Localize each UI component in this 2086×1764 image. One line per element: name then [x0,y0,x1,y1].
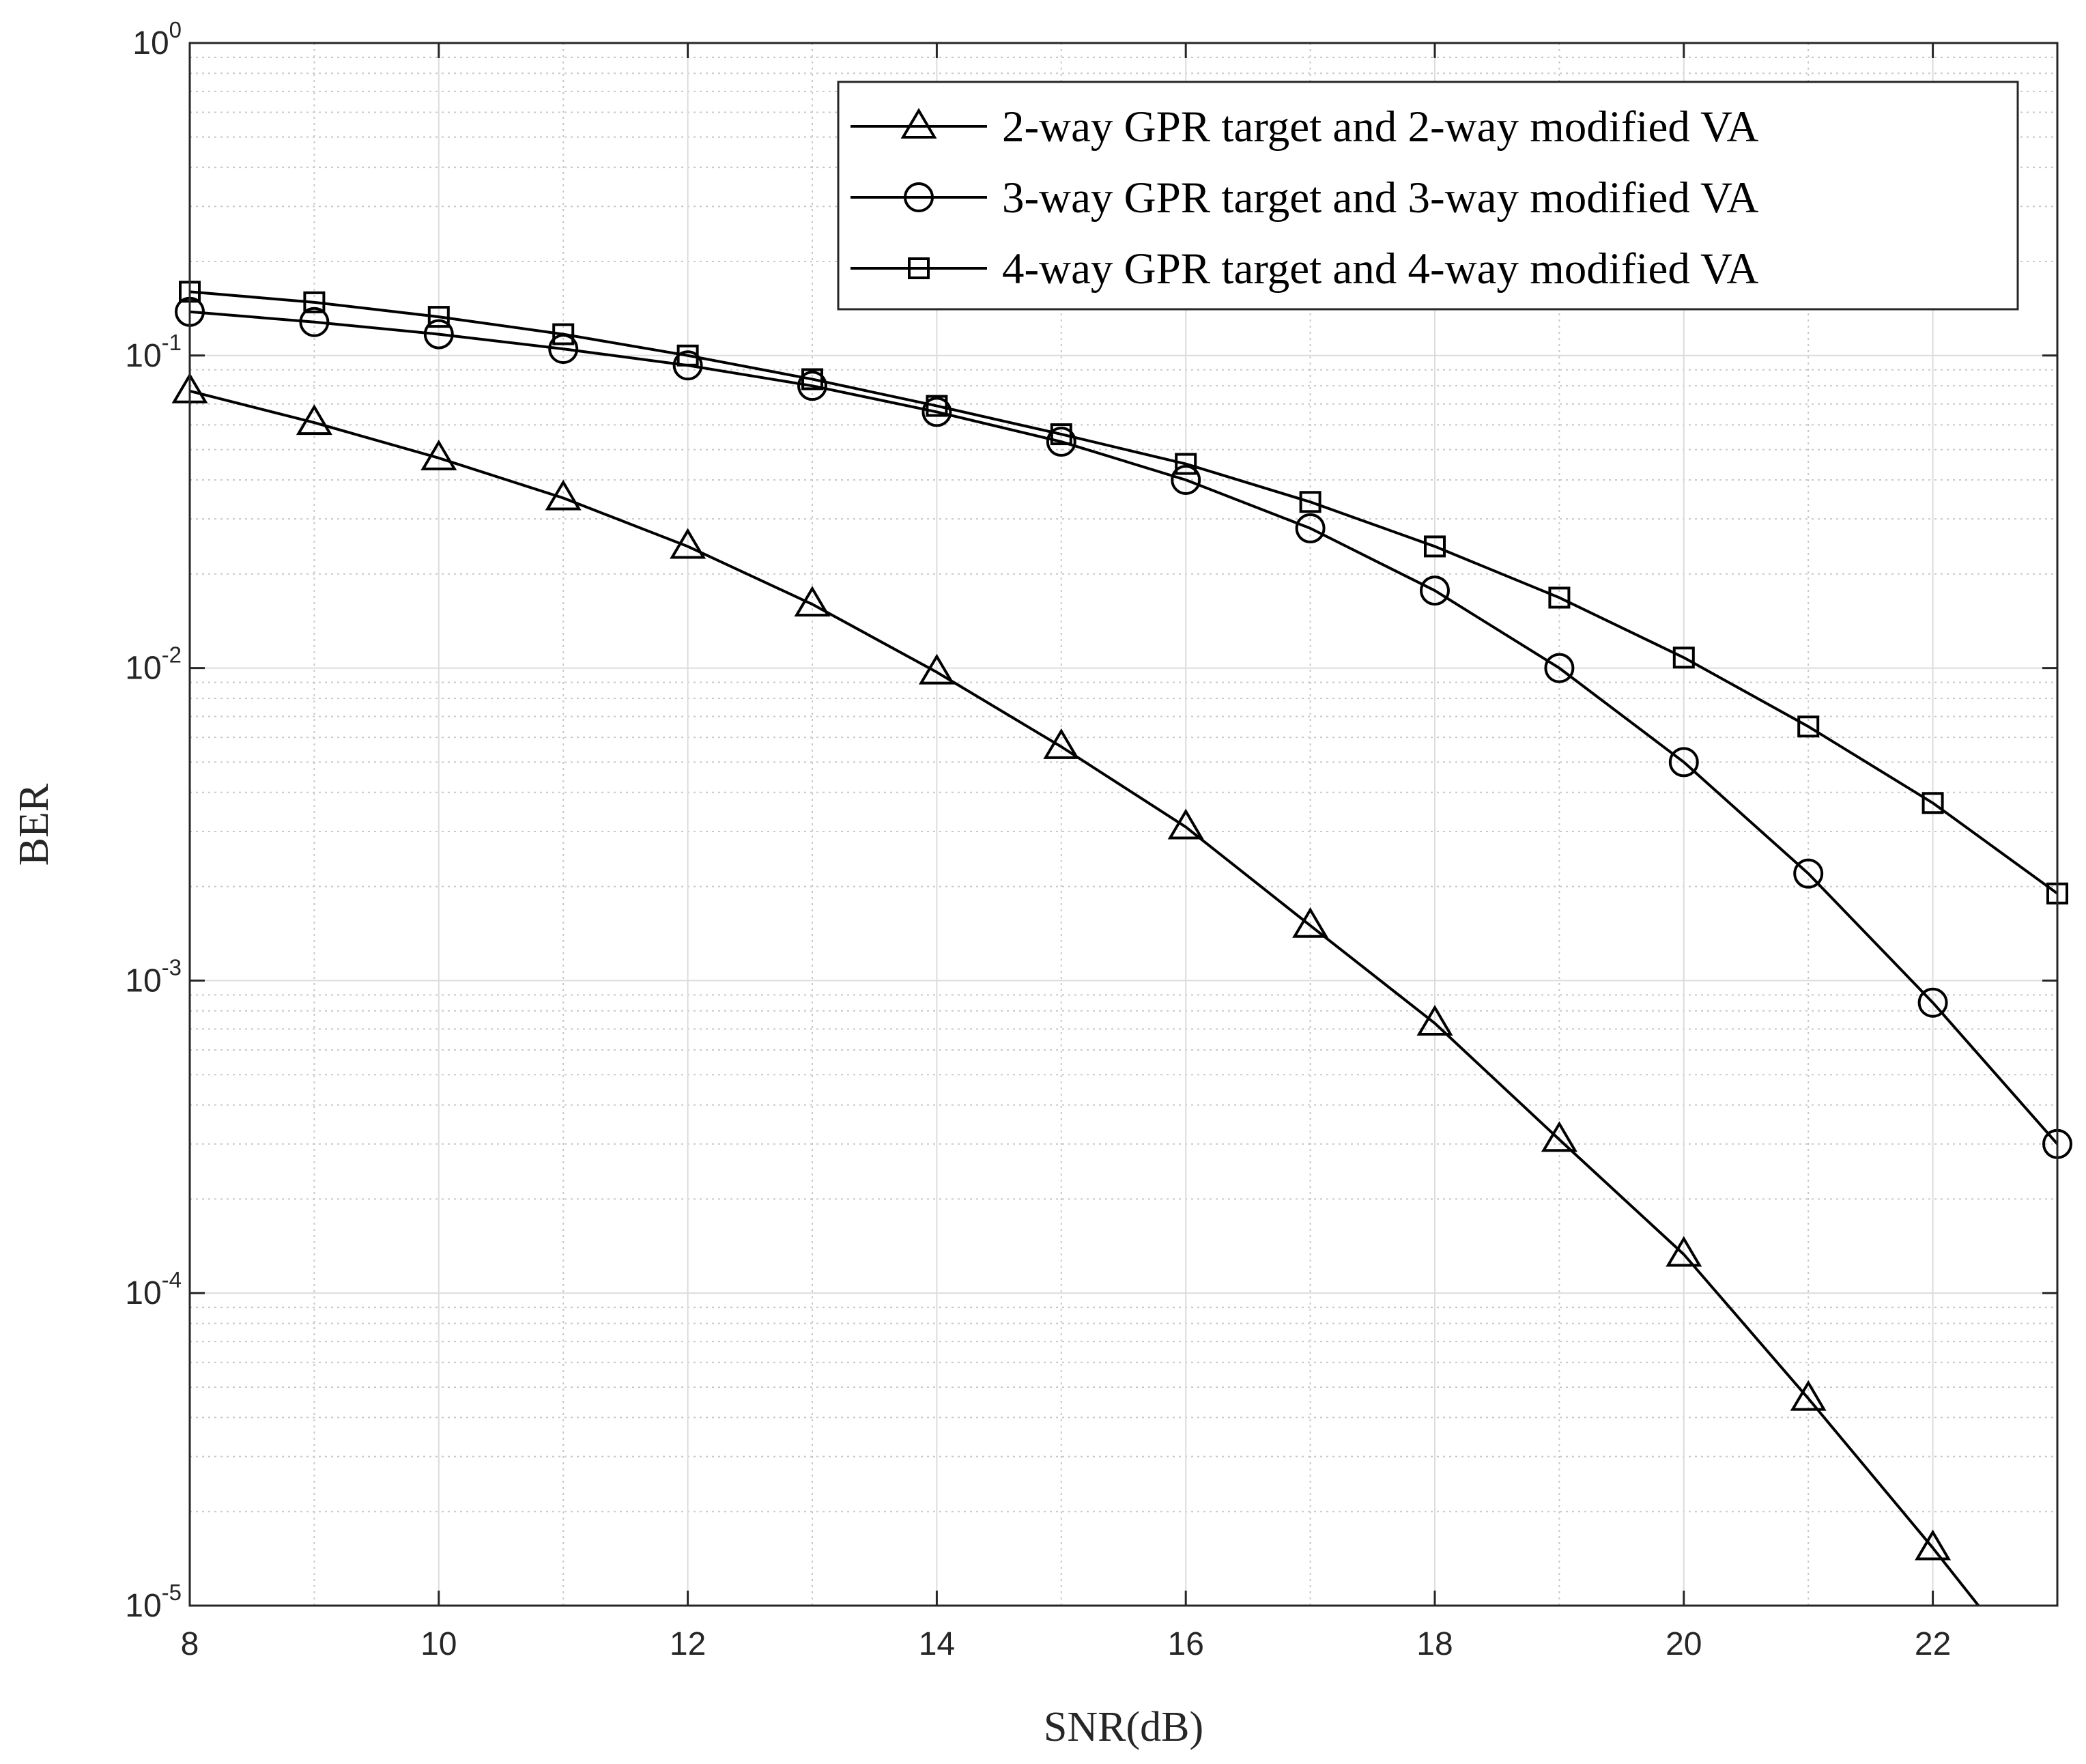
legend-label: 4-way GPR target and 4-way modified VA [1002,244,1759,294]
data-point-circle [1793,858,1824,889]
x-tick-label: 18 [1416,1626,1453,1662]
data-point-square [1797,715,1820,738]
data-point-circle [1295,513,1326,543]
data-point-square [1921,792,1944,814]
data-point-circle [1668,747,1699,778]
data-point-triangle [918,653,955,685]
data-point-triangle [545,479,582,511]
x-tick-labels: 8 10 12 14 16 18 20 22 [181,1626,1952,1662]
data-point-circle [548,334,579,365]
y-tick-label: 10-1 [125,330,182,374]
x-tick-label: 8 [181,1626,199,1662]
y-tick-label: 10-5 [125,1580,182,1624]
data-point-square [303,291,326,313]
data-point-triangle [1541,1121,1577,1152]
data-point-circle [1046,427,1076,457]
data-point-square [1299,491,1321,513]
data-point-circle [299,307,330,337]
axes [188,42,2059,1607]
series-line-triangle [190,389,1981,1606]
legend: 2-way GPR target and 2-way modified VA 3-… [837,81,2019,311]
y-tick-label: 10-2 [125,642,182,687]
x-tick-label: 10 [420,1626,457,1662]
data-point-square [801,368,823,390]
series-line-circle [190,310,2057,1146]
data-point-square [1050,423,1072,446]
x-axis-label: SNR(dB) [1044,1704,1203,1750]
axes-box [188,42,2059,1607]
data-point-triangle [1790,1380,1827,1411]
data-point-triangle [1292,907,1329,938]
data-point-square [427,306,450,328]
data-point-square [1175,453,1197,475]
x-tick-label: 12 [670,1626,706,1662]
y-tick-label: 10-3 [125,954,182,999]
data-point-circle [1917,987,1948,1018]
legend-marker-square [908,257,930,279]
legend-marker-triangle [900,108,937,139]
data-point-square [1548,586,1571,609]
series-markers [171,281,2072,1561]
data-point-circle [672,350,703,381]
data-point-circle [921,397,952,427]
series-lines [190,290,2057,1606]
data-point-circle [1544,653,1575,683]
data-point-triangle [794,586,831,617]
data-point-circle [423,319,454,350]
data-point-square [676,344,699,367]
legend-label: 2-way GPR target and 2-way modified VA [1002,102,1759,152]
y-tick-labels: 100 10-1 10-2 10-3 10-4 10-5 [125,17,182,1624]
legend-marker-circle [904,182,934,212]
data-point-triangle [1666,1236,1702,1267]
data-point-triangle [296,404,332,436]
x-tick-label: 22 [1915,1626,1951,1662]
data-point-triangle [670,528,706,559]
x-tick-label: 14 [919,1626,955,1662]
y-tick-label: 10-4 [125,1267,182,1311]
legend-label: 3-way GPR target and 3-way modified VA [1002,173,1759,223]
legend-box [837,81,2019,311]
data-point-square [1424,535,1446,558]
y-tick-label: 100 [132,17,182,61]
series-line-square [190,290,2057,895]
data-point-triangle [1915,1529,1952,1561]
data-point-circle [797,371,827,401]
y-axis-label: BER [11,783,57,866]
data-point-circle [1171,464,1201,495]
data-point-circle [1420,575,1450,606]
grid-lines [189,42,2057,1606]
x-tick-label: 20 [1666,1626,1702,1662]
data-point-triangle [1416,1005,1453,1036]
data-point-square [552,323,575,345]
data-point-square [926,395,948,417]
data-point-square [1672,646,1695,669]
x-tick-label: 16 [1168,1626,1204,1662]
data-point-triangle [420,439,457,470]
data-point-triangle [1167,808,1204,840]
data-point-triangle [1043,728,1080,759]
